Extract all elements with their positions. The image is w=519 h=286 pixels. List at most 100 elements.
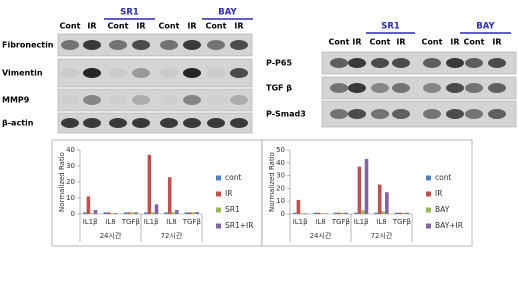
lane-label: IR — [396, 38, 405, 47]
bar — [293, 212, 297, 214]
group-label: 24시간 — [310, 231, 332, 240]
band — [183, 118, 201, 128]
lane-label: Cont — [206, 22, 227, 31]
x-tick-label: IL1β — [293, 218, 308, 226]
band — [330, 109, 348, 119]
chart-frame — [51, 139, 263, 247]
group-label: BAY — [476, 22, 495, 32]
bar — [114, 213, 118, 214]
band — [109, 118, 127, 128]
legend-label: IR — [225, 189, 232, 198]
band — [83, 118, 101, 128]
group-label: SR1 — [120, 8, 139, 18]
legend-label: cont — [225, 173, 241, 182]
bar — [151, 212, 155, 214]
band — [207, 118, 225, 128]
group-label: SR1 — [381, 22, 400, 32]
bar — [90, 213, 94, 214]
bar — [86, 196, 91, 214]
lane-label: IR — [492, 38, 501, 47]
band — [423, 109, 441, 119]
bar — [320, 213, 325, 214]
band — [61, 95, 79, 105]
bar — [171, 212, 176, 214]
band — [488, 109, 506, 119]
band — [465, 58, 483, 68]
legend-label: SR1+IR — [225, 221, 253, 230]
group-label: BAY — [218, 8, 237, 18]
bar — [364, 158, 369, 214]
y-tick-label: 40 — [276, 159, 285, 167]
bar — [385, 192, 389, 214]
band — [132, 95, 150, 105]
lane-label: Cont — [370, 38, 391, 47]
legend-label: BAY — [435, 205, 450, 214]
lane-label: IR — [136, 22, 145, 31]
band — [392, 83, 410, 93]
legend-swatch — [216, 223, 221, 229]
bar — [167, 177, 172, 214]
lane-label: Cont — [464, 38, 485, 47]
band — [330, 83, 348, 93]
band — [230, 118, 248, 128]
bar — [377, 184, 382, 214]
band — [230, 68, 248, 78]
blot-strip — [321, 76, 517, 100]
y-tick-label: 0 — [281, 210, 285, 218]
x-tick-label: TGFβ — [182, 218, 201, 226]
lane-label: Cont — [159, 22, 180, 31]
lane-label: Cont — [60, 22, 81, 31]
bar — [130, 212, 135, 214]
bar — [401, 212, 406, 214]
lane-label: IR — [87, 22, 96, 31]
band — [160, 118, 178, 128]
band — [160, 40, 178, 50]
legend-label: cont — [435, 173, 451, 182]
row-label: Fibronectin — [2, 41, 54, 50]
bar — [374, 212, 378, 214]
y-tick-label: 40 — [66, 146, 75, 154]
band — [83, 95, 101, 105]
bar — [106, 212, 111, 214]
bar — [381, 211, 386, 214]
lane-label: Cont — [108, 22, 129, 31]
band — [330, 58, 348, 68]
row-label: P-Smad3 — [266, 110, 306, 119]
row-label: TGF β — [266, 84, 292, 93]
band — [465, 109, 483, 119]
band — [207, 95, 225, 105]
band — [132, 40, 150, 50]
bar — [154, 204, 159, 214]
legend-label: SR1 — [225, 205, 240, 214]
group-label: 72시간 — [161, 231, 183, 240]
band — [488, 58, 506, 68]
blot-strip — [57, 112, 253, 134]
bar — [303, 213, 308, 214]
bar — [324, 213, 328, 214]
x-tick-label: IL1β — [83, 218, 98, 226]
bar — [313, 212, 317, 214]
y-axis-label: Normalized Ratio — [268, 152, 276, 212]
row-label: β-actin — [2, 119, 34, 128]
bar — [147, 154, 152, 214]
y-tick-label: 30 — [66, 162, 75, 170]
band — [109, 95, 127, 105]
legend-swatch — [216, 175, 221, 181]
row-label: MMP9 — [2, 96, 30, 105]
bar — [93, 210, 98, 214]
bar — [184, 212, 189, 214]
band — [183, 95, 201, 105]
band — [446, 83, 464, 93]
band — [371, 109, 389, 119]
band — [465, 83, 483, 93]
band — [160, 68, 178, 78]
lane-label: IR — [450, 38, 459, 47]
band — [207, 40, 225, 50]
band — [371, 58, 389, 68]
band — [230, 95, 248, 105]
x-tick-label: TGFβ — [121, 218, 140, 226]
y-tick-label: 20 — [66, 178, 75, 186]
bar — [191, 212, 196, 214]
band — [109, 68, 127, 78]
